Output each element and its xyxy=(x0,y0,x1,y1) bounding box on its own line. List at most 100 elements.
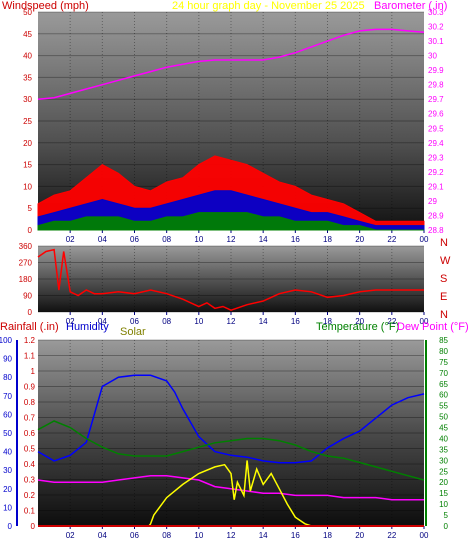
barometer-tick-label: 30.2 xyxy=(428,23,444,32)
top-hour-tick-label: 02 xyxy=(66,235,75,244)
bottom-plot-background xyxy=(38,340,424,526)
temperature-tick-label: 55 xyxy=(439,402,448,411)
windspeed-tick-label: 25 xyxy=(23,117,32,126)
temperature-tick-label: 10 xyxy=(439,500,448,509)
bottom-hour-tick-label: 14 xyxy=(259,531,268,540)
direction-tick-label: 360 xyxy=(19,242,33,251)
rainfall-tick-label: 1.1 xyxy=(24,352,36,361)
direction-tick-label: 0 xyxy=(28,308,33,317)
mid-hour-tick-label: 04 xyxy=(98,317,107,326)
compass-label: S xyxy=(440,273,447,285)
temperature-tick-label: 40 xyxy=(439,434,448,443)
temperature-tick-label: 75 xyxy=(439,358,448,367)
windspeed-tick-label: 45 xyxy=(23,30,32,39)
wind-series xyxy=(37,28,425,231)
temperature-tick-label: 5 xyxy=(444,511,449,520)
top-hour-tick-label: 14 xyxy=(259,235,268,244)
dew-point-legend-label: Dew Point (°F) xyxy=(397,321,469,333)
windspeed-tick-label: 0 xyxy=(28,226,33,235)
humidity-line xyxy=(37,374,425,464)
barometer-tick-label: 29.4 xyxy=(428,139,444,148)
temperature-tick-label: 80 xyxy=(439,347,448,356)
barometer-tick-label: 29.1 xyxy=(428,182,444,191)
humidity-tick-label: 100 xyxy=(0,336,13,345)
humidity-tick-label: 80 xyxy=(3,373,12,382)
direction-plot-background xyxy=(38,246,424,312)
mid-hour-tick-label: 14 xyxy=(259,317,268,326)
compass-label: E xyxy=(440,291,447,303)
humidity-tick-label: 20 xyxy=(3,485,12,494)
barometer-tick-label: 29.6 xyxy=(428,110,444,119)
mid-hour-tick-label: 10 xyxy=(194,317,203,326)
windspeed-tick-label: 35 xyxy=(23,73,32,82)
humidity-tick-label: 40 xyxy=(3,448,12,457)
temperature-tick-label: 30 xyxy=(439,456,448,465)
barometer-tick-label: 29.2 xyxy=(428,168,444,177)
rainfall-axis-title: Rainfall (.in) xyxy=(0,321,59,333)
compass-label: W xyxy=(440,255,451,267)
bottom-hour-tick-label: 02 xyxy=(66,531,75,540)
bottom-series xyxy=(37,374,425,527)
compass-label: N xyxy=(440,309,448,321)
top-hour-tick-label: 06 xyxy=(130,235,139,244)
top-hour-tick-label: 10 xyxy=(194,235,203,244)
humidity-tick-label: 70 xyxy=(3,392,12,401)
mid-hour-tick-label: 08 xyxy=(162,317,171,326)
direction-tick-label: 270 xyxy=(19,259,33,268)
top-hour-tick-label: 12 xyxy=(227,235,236,244)
top-hour-tick-label: 22 xyxy=(387,235,396,244)
top-hour-tick-label: 20 xyxy=(355,235,364,244)
top-hour-tick-label: 04 xyxy=(98,235,107,244)
barometer-tick-label: 29.5 xyxy=(428,124,444,133)
barometer-tick-label: 30.1 xyxy=(428,37,444,46)
compass-label: N xyxy=(440,237,448,249)
temperature-tick-label: 20 xyxy=(439,478,448,487)
barometer-tick-label: 29.8 xyxy=(428,81,444,90)
mid-hour-tick-label: 16 xyxy=(291,317,300,326)
humidity-tick-label: 10 xyxy=(3,503,12,512)
temperature-tick-label: 25 xyxy=(439,467,448,476)
bottom-hour-tick-label: 18 xyxy=(323,531,332,540)
rainfall-tick-label: 0.7 xyxy=(24,414,36,423)
bottom-hour-tick-label: 22 xyxy=(387,531,396,540)
mid-hour-tick-label: 20 xyxy=(355,317,364,326)
dew-point-line xyxy=(37,474,424,501)
wind-direction-line xyxy=(37,248,424,312)
direction-series xyxy=(37,248,424,312)
humidity-tick-label: 90 xyxy=(3,355,12,364)
rainfall-tick-label: 0 xyxy=(31,522,36,531)
direction-axes: 0 90 180 270 360 02 04 06 08 10 12 14 16 18 20 22 00 xyxy=(19,242,429,326)
barometer-line xyxy=(37,28,425,100)
bottom-hour-tick-label: 08 xyxy=(162,531,171,540)
rainfall-tick-label: 0.2 xyxy=(24,491,36,500)
mid-hour-tick-label: 00 xyxy=(420,317,429,326)
wind-series-area xyxy=(37,190,425,231)
barometer-tick-label: 29.9 xyxy=(428,66,444,75)
top-hour-tick-label: 00 xyxy=(420,235,429,244)
wind-series-area xyxy=(37,212,424,231)
humidity-tick-label: 30 xyxy=(3,466,12,475)
wind-axes: 0 5 10 15 20 25 30 35 40 45 50 28.8 28.9 29 29.1 29.2 29… xyxy=(23,8,444,244)
bottom-hour-tick-label: 04 xyxy=(98,531,107,540)
rainfall-tick-label: 0.6 xyxy=(24,429,36,438)
top-hour-tick-label: 16 xyxy=(291,235,300,244)
mid-hour-tick-label: 12 xyxy=(227,317,236,326)
temperature-tick-label: 70 xyxy=(439,369,448,378)
bottom-hour-tick-label: 10 xyxy=(194,531,203,540)
rain-humidity-temp-panel: 0 0.1 0.2 0.3 0.4 0.5 0.6 0.7 0.8 0.9 1 1.1 1.2 0 10 20… xyxy=(0,321,469,540)
rainfall-tick-label: 0.3 xyxy=(24,476,36,485)
top-hour-tick-label: 18 xyxy=(323,235,332,244)
temperature-tick-label: 85 xyxy=(439,336,448,345)
temperature-tick-label: 35 xyxy=(439,445,448,454)
windspeed-axis-title: Windspeed (mph) xyxy=(2,0,89,12)
graph-title: 24 hour graph day - November 25 2025 xyxy=(172,0,365,12)
temperature-tick-label: 15 xyxy=(439,489,448,498)
humidity-legend-label: Humidity xyxy=(66,321,109,333)
mid-hour-tick-label: 02 xyxy=(66,317,75,326)
windspeed-tick-label: 30 xyxy=(23,95,32,104)
barometer-tick-label: 29 xyxy=(428,197,437,206)
barometer-tick-label: 28.8 xyxy=(428,226,444,235)
windspeed-tick-label: 40 xyxy=(23,52,32,61)
